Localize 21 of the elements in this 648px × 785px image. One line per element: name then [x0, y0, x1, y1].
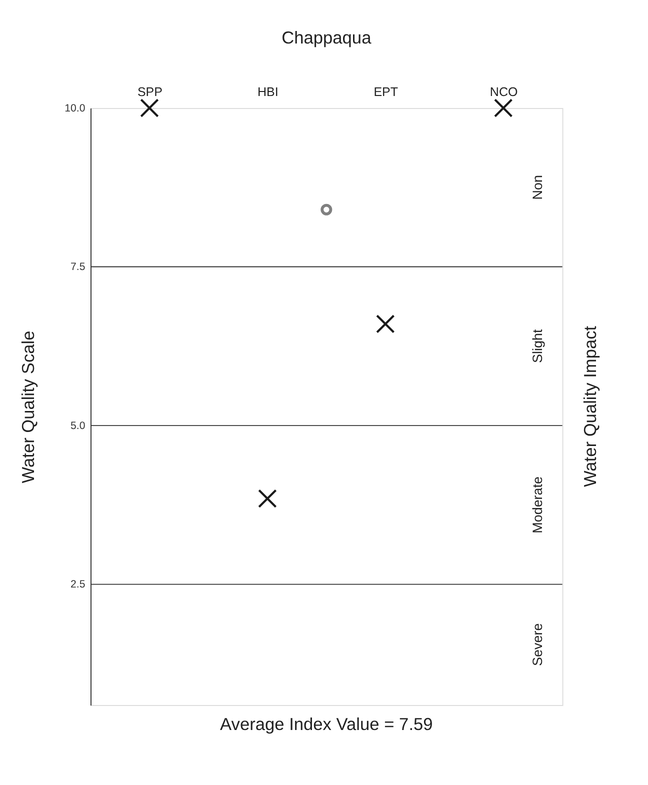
point	[376, 314, 395, 334]
point	[320, 204, 332, 216]
x-tick-label: SPP	[137, 84, 162, 99]
y-tick-label: 10.0	[64, 102, 86, 114]
y-axis-title: Water Quality Scale	[18, 330, 38, 484]
annotation: Moderate	[530, 476, 546, 534]
y-tick-label: 7.5	[70, 261, 86, 274]
annotation: Severe	[530, 623, 546, 666]
annotation: Non	[530, 175, 546, 200]
point	[494, 98, 513, 118]
chart-title: Chappaqua	[282, 28, 372, 48]
x-tick-label: HBI	[257, 84, 278, 99]
annotation: Slight	[530, 329, 546, 364]
y-tick-label: 5.0	[70, 420, 86, 432]
text: Average Index Value = 7.59	[220, 714, 433, 734]
point	[258, 489, 277, 508]
y-tick-label: 2.5	[70, 578, 86, 591]
x-tick-label: EPT	[374, 84, 398, 99]
y2-axis-title: Water Quality Impact	[580, 326, 600, 488]
point	[140, 98, 159, 118]
x-tick-label: NCO	[490, 84, 518, 99]
